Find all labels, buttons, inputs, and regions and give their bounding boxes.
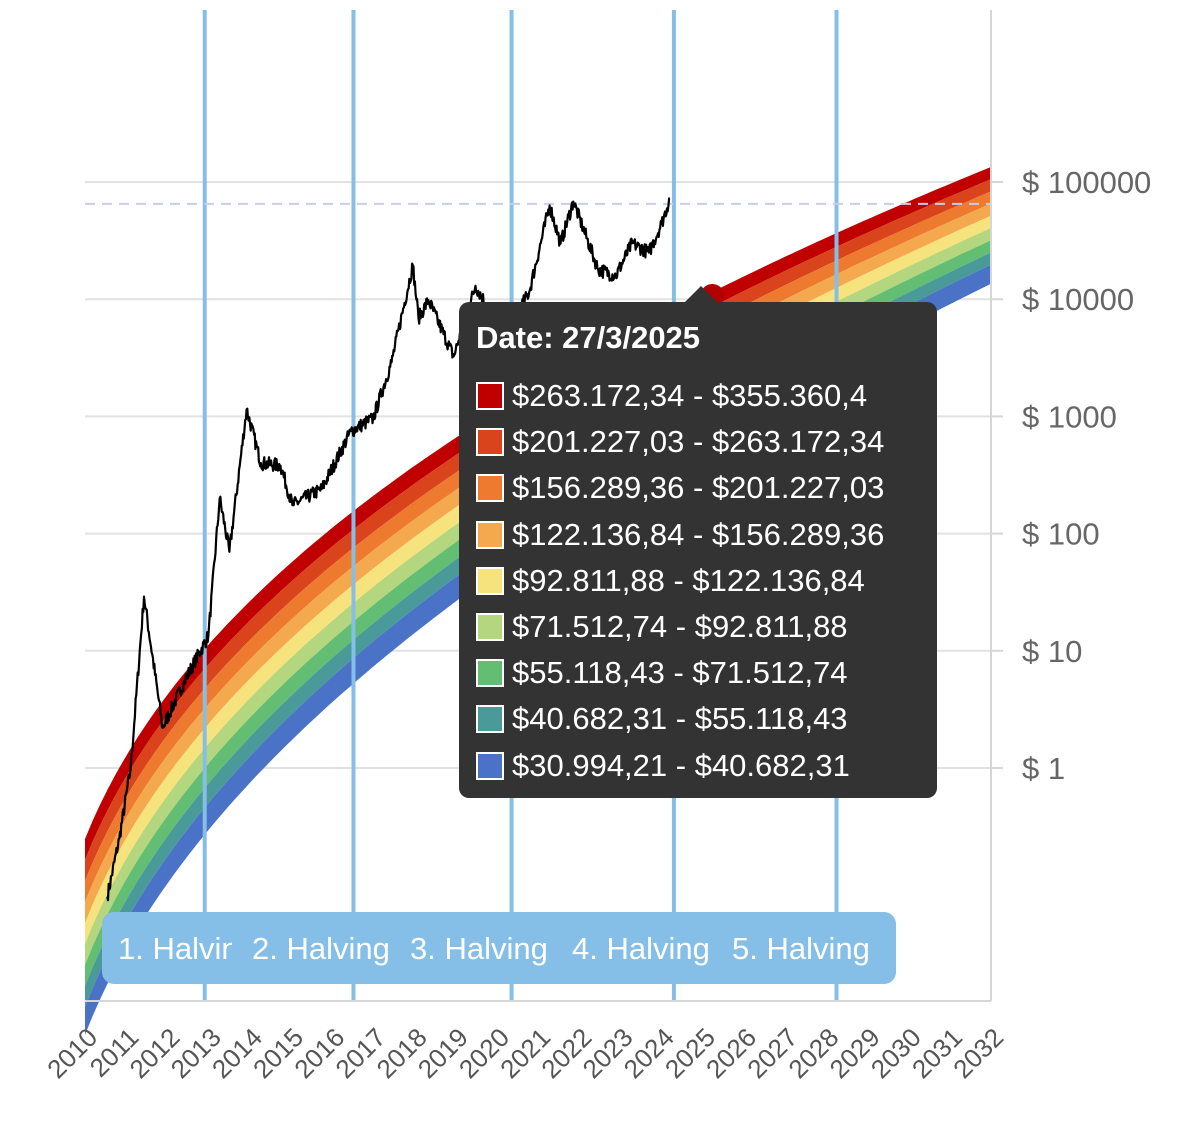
tooltip-row: $122.136,84 - $156.289,36	[476, 512, 884, 558]
y-tick-label: $ 10	[1022, 634, 1082, 669]
tooltip-row: $71.512,74 - $92.811,88	[476, 604, 848, 650]
tooltip-swatch	[476, 520, 504, 549]
halving-label-box	[236, 912, 426, 984]
tooltip-row: $40.682,31 - $55.118,43	[476, 696, 848, 742]
halving-label	[102, 912, 272, 984]
halving-label	[236, 912, 426, 984]
halving-label-text: 2. Halving	[252, 931, 390, 966]
x-tick-label: 2032	[947, 1022, 1009, 1084]
tooltip-swatch	[476, 705, 504, 734]
tooltip-swatch	[476, 751, 504, 780]
tooltip-range-text: $156.289,36 - $201.227,03	[512, 470, 885, 506]
halving-label-box	[716, 912, 896, 984]
tooltip-range-text: $71.512,74 - $92.811,88	[512, 609, 848, 644]
tooltip-row: $263.172,34 - $355.360,4	[476, 373, 867, 419]
tooltip-swatch	[476, 566, 504, 595]
y-tick-label: $ 100000	[1022, 165, 1151, 200]
halving-label	[556, 912, 742, 984]
tooltip-swatch	[476, 474, 504, 503]
y-tick-label: $ 10000	[1022, 282, 1134, 317]
price-line	[106, 197, 671, 902]
tooltip-row: $55.118,43 - $71.512,74	[476, 650, 848, 696]
halving-label-text: 1. Halving	[118, 931, 256, 966]
hover-tooltip: Date: 27/3/2025 $263.172,34 - $355.360,4…	[459, 302, 937, 798]
tooltip-range-text: $263.172,34 - $355.360,4	[512, 378, 868, 413]
tooltip-range-text: $122.136,84 - $156.289,36	[512, 516, 885, 552]
halving-label-text: 5. Halving	[732, 931, 870, 966]
tooltip-title: Date: 27/3/2025	[476, 320, 701, 355]
tooltip-row: $201.227,03 - $263.172,34	[476, 419, 884, 465]
price-layer	[85, 197, 991, 902]
tooltip-swatch	[476, 659, 504, 688]
tooltip-row: $92.811,88 - $122.136,84	[476, 558, 865, 604]
y-tick-label: $ 1000	[1022, 399, 1117, 434]
halving-label	[394, 912, 580, 984]
halving-label	[716, 912, 896, 984]
tooltip-range-text: $92.811,88 - $122.136,84	[512, 562, 865, 598]
y-tick-label: $ 100	[1022, 517, 1100, 552]
tooltip-arrow	[685, 286, 717, 302]
tooltip-range-text: $55.118,43 - $71.512,74	[512, 655, 848, 691]
tooltip-row: $156.289,36 - $201.227,03	[476, 465, 884, 511]
halving-label-box	[394, 912, 580, 984]
tooltip-range-text: $40.682,31 - $55.118,43	[512, 701, 848, 737]
tooltip-swatch	[476, 613, 504, 641]
y-tick-label: $ 1	[1022, 751, 1065, 786]
tooltip-range-text: $201.227,03 - $263.172,34	[512, 424, 885, 460]
tooltip-swatch	[476, 382, 504, 410]
tooltip-row: $30.994,21 - $40.682,31	[476, 743, 850, 789]
halving-label-text: 4. Halving	[572, 931, 710, 966]
halving-label-text: 3. Halving	[410, 931, 548, 966]
tooltip-swatch	[476, 428, 504, 457]
halving-label-box	[556, 912, 742, 984]
halving-label-box	[102, 912, 272, 984]
tooltip-range-text: $30.994,21 - $40.682,31	[512, 747, 850, 783]
